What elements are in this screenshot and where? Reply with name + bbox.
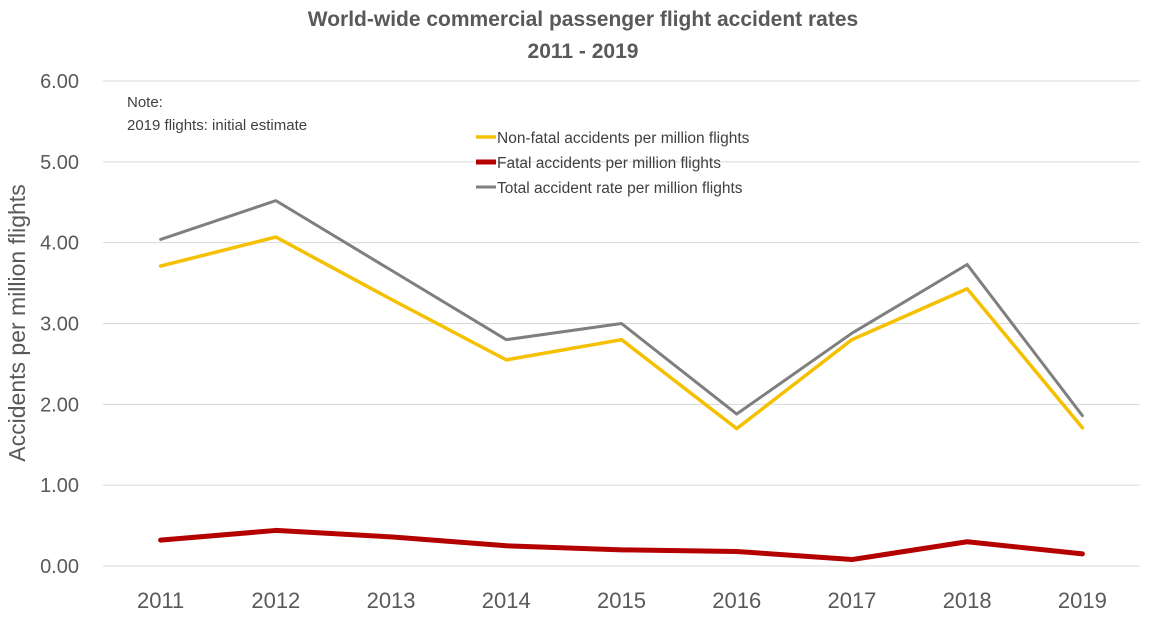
y-tick-label: 1.00: [40, 475, 79, 497]
x-tick-label: 2013: [367, 588, 416, 613]
series-line-3: [159, 199, 1084, 418]
y-tick-label: 2.00: [40, 394, 79, 416]
legend: Non-fatal accidents per million flights F…: [476, 130, 750, 197]
legend-label: Non-fatal accidents per million flights: [497, 130, 750, 147]
legend-label: Total accident rate per million flights: [497, 180, 743, 197]
x-tick-label: 2011: [137, 588, 184, 613]
chart-subtitle: 2011 - 2019: [528, 40, 639, 63]
x-tick-label: 2012: [251, 588, 300, 613]
y-tick-label: 6.00: [40, 71, 79, 93]
note-text: 2019 flights: initial estimate: [127, 117, 307, 134]
legend-label: Fatal accidents per million flights: [497, 155, 721, 172]
x-tick-label: 2018: [943, 588, 992, 613]
x-tick-label: 2016: [712, 588, 761, 613]
x-tick-label: 2015: [597, 588, 646, 613]
y-tick-label: 4.00: [40, 233, 79, 255]
y-tick-label: 0.00: [40, 556, 79, 578]
y-axis-label: Accidents per million flights: [4, 184, 30, 461]
x-tick-label: 2017: [827, 588, 876, 613]
y-tick-label: 3.00: [40, 314, 79, 336]
chart-title: World-wide commercial passenger flight a…: [308, 8, 858, 31]
series-lines: [158, 199, 1085, 563]
series-line-1: [158, 235, 1085, 431]
x-tick-label: 2014: [482, 588, 531, 613]
x-tick-label: 2019: [1058, 588, 1107, 613]
series-line-2: [158, 527, 1085, 563]
y-axis-ticks: 0.00 1.00 2.00 3.00 4.00 5.00 6.00: [40, 71, 79, 578]
x-axis-ticks: 2011 2012 2013 2014 2015 2016 2017 2018 2019: [137, 588, 1107, 613]
gridlines: [103, 80, 1140, 567]
y-tick-label: 5.00: [40, 152, 79, 174]
note-heading: Note:: [127, 94, 163, 111]
